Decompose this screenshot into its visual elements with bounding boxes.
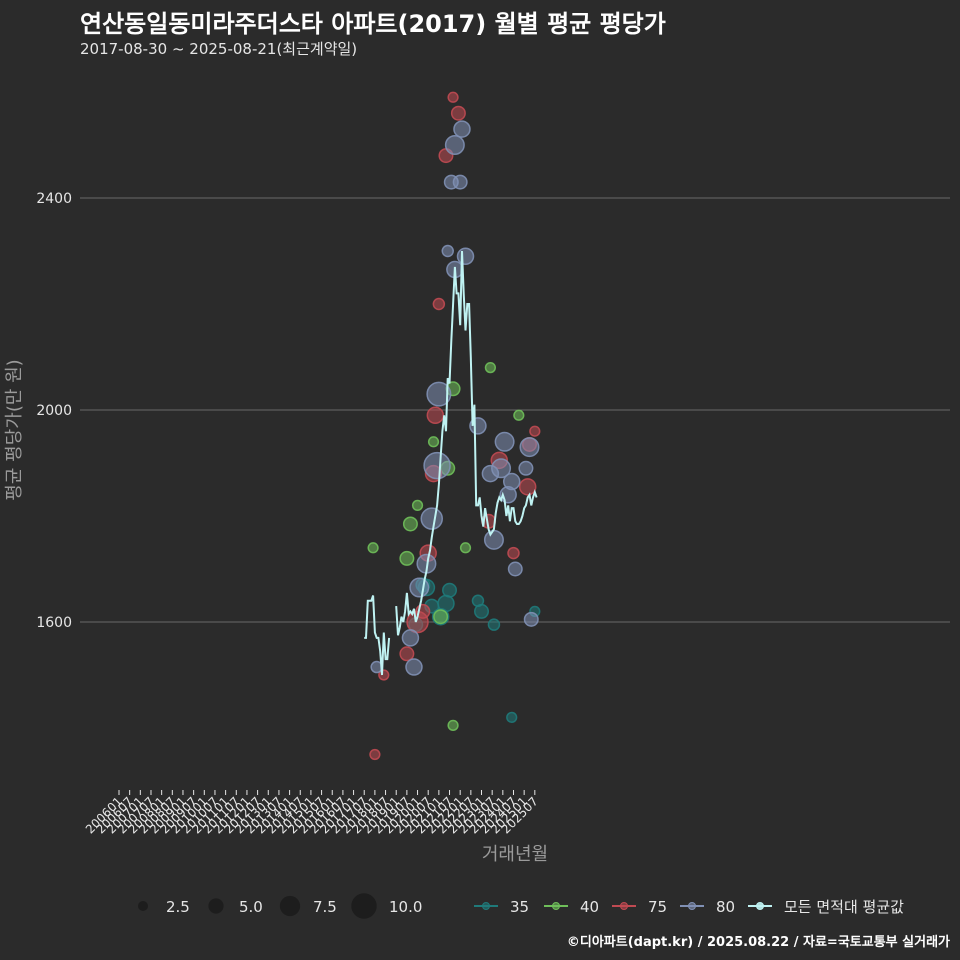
bubble-area-80 [401,629,420,647]
legend-size-label: 2.5 [166,898,190,916]
bubble-area-75 [450,105,466,121]
bubble-area-40 [427,436,440,448]
legend-series-label-40: 40 [580,898,599,916]
bubble-area-75 [432,297,446,311]
bubble-area-80 [405,658,423,676]
bubble-area-40 [447,719,459,731]
chart-title: 연산동일동미라주더스타 아파트(2017) 월별 평균 평당가 [80,10,666,38]
x-axis-title: 거래년월 [482,844,548,865]
bubble-area-80 [483,529,504,550]
y-tick-label: 2000 [36,403,72,419]
bubble-area-80 [453,120,471,138]
bubble-area-35 [474,603,490,619]
legend-series-label-80: 80 [716,898,735,916]
legend-series-dot [620,902,628,910]
legend-size-swatch [208,898,224,914]
bubble-area-35 [437,594,455,613]
legend-series-label-75: 75 [648,898,667,916]
bubble-area-80 [420,507,444,530]
bubble-area-35 [442,582,458,598]
bubble-area-75 [518,478,537,496]
legend-series-dot [552,902,560,910]
bubble-area-40 [367,542,379,554]
legend-size-swatch [279,895,301,917]
legend-series-dot [482,902,490,910]
y-tick-label: 2400 [36,191,72,207]
bubble-area-80 [426,381,452,407]
legend-size-label: 10.0 [389,898,422,916]
bubble-area-40 [459,542,472,554]
average-line-segment-2 [395,250,538,636]
bubble-area-80 [423,451,451,480]
bubble-area-40 [513,409,525,421]
bubble-area-35 [506,711,518,724]
credit-text: ©디아파트(dapt.kr) / 2025.08.22 / 자료=국토교통부 실… [566,935,950,950]
bubble-area-80 [507,561,523,577]
bubble-area-40 [433,609,449,625]
legend-size-swatch [137,900,149,912]
bubble-area-40 [399,550,415,566]
bubble-area-40 [484,361,497,374]
bubble-area-80 [491,458,512,479]
chart-subtitle: 2017-08-30 ~ 2025-08-21(최근계약일) [80,40,358,58]
y-axis-title: 평균 평당가(만 원) [4,359,25,500]
legend-size-label: 5.0 [239,898,263,916]
bubble-area-80 [519,437,540,458]
bubble-area-75 [426,406,445,425]
bubble-area-40 [411,499,424,512]
bubble-area-75 [369,748,381,761]
bubble-area-80 [452,174,468,190]
bubble-area-75 [529,425,541,437]
bubble-area-80 [518,460,534,476]
legend-series-label-avg: 모든 면적대 평균값 [784,898,904,916]
bubble-area-80 [502,472,521,491]
bubble-area-75 [507,546,520,560]
bubble-area-80 [523,611,539,627]
legend-series-dot [756,902,764,910]
bubble-area-35 [487,618,501,631]
bubble-area-80 [444,135,465,155]
average-line-segment-1 [364,595,391,676]
legend-size-swatch [351,893,377,919]
bubble-area-80 [456,247,475,266]
legend-series-label-35: 35 [510,898,529,916]
y-tick-label: 1600 [36,615,72,631]
bubble-area-75 [447,91,459,103]
bubble-area-75 [399,646,415,662]
legend-series-dot [688,902,696,910]
bubble-area-80 [441,244,454,258]
bubble-area-40 [402,516,418,532]
bubble-area-80 [409,577,430,598]
legend-size-label: 7.5 [313,898,337,916]
bubble-area-80 [494,431,515,452]
